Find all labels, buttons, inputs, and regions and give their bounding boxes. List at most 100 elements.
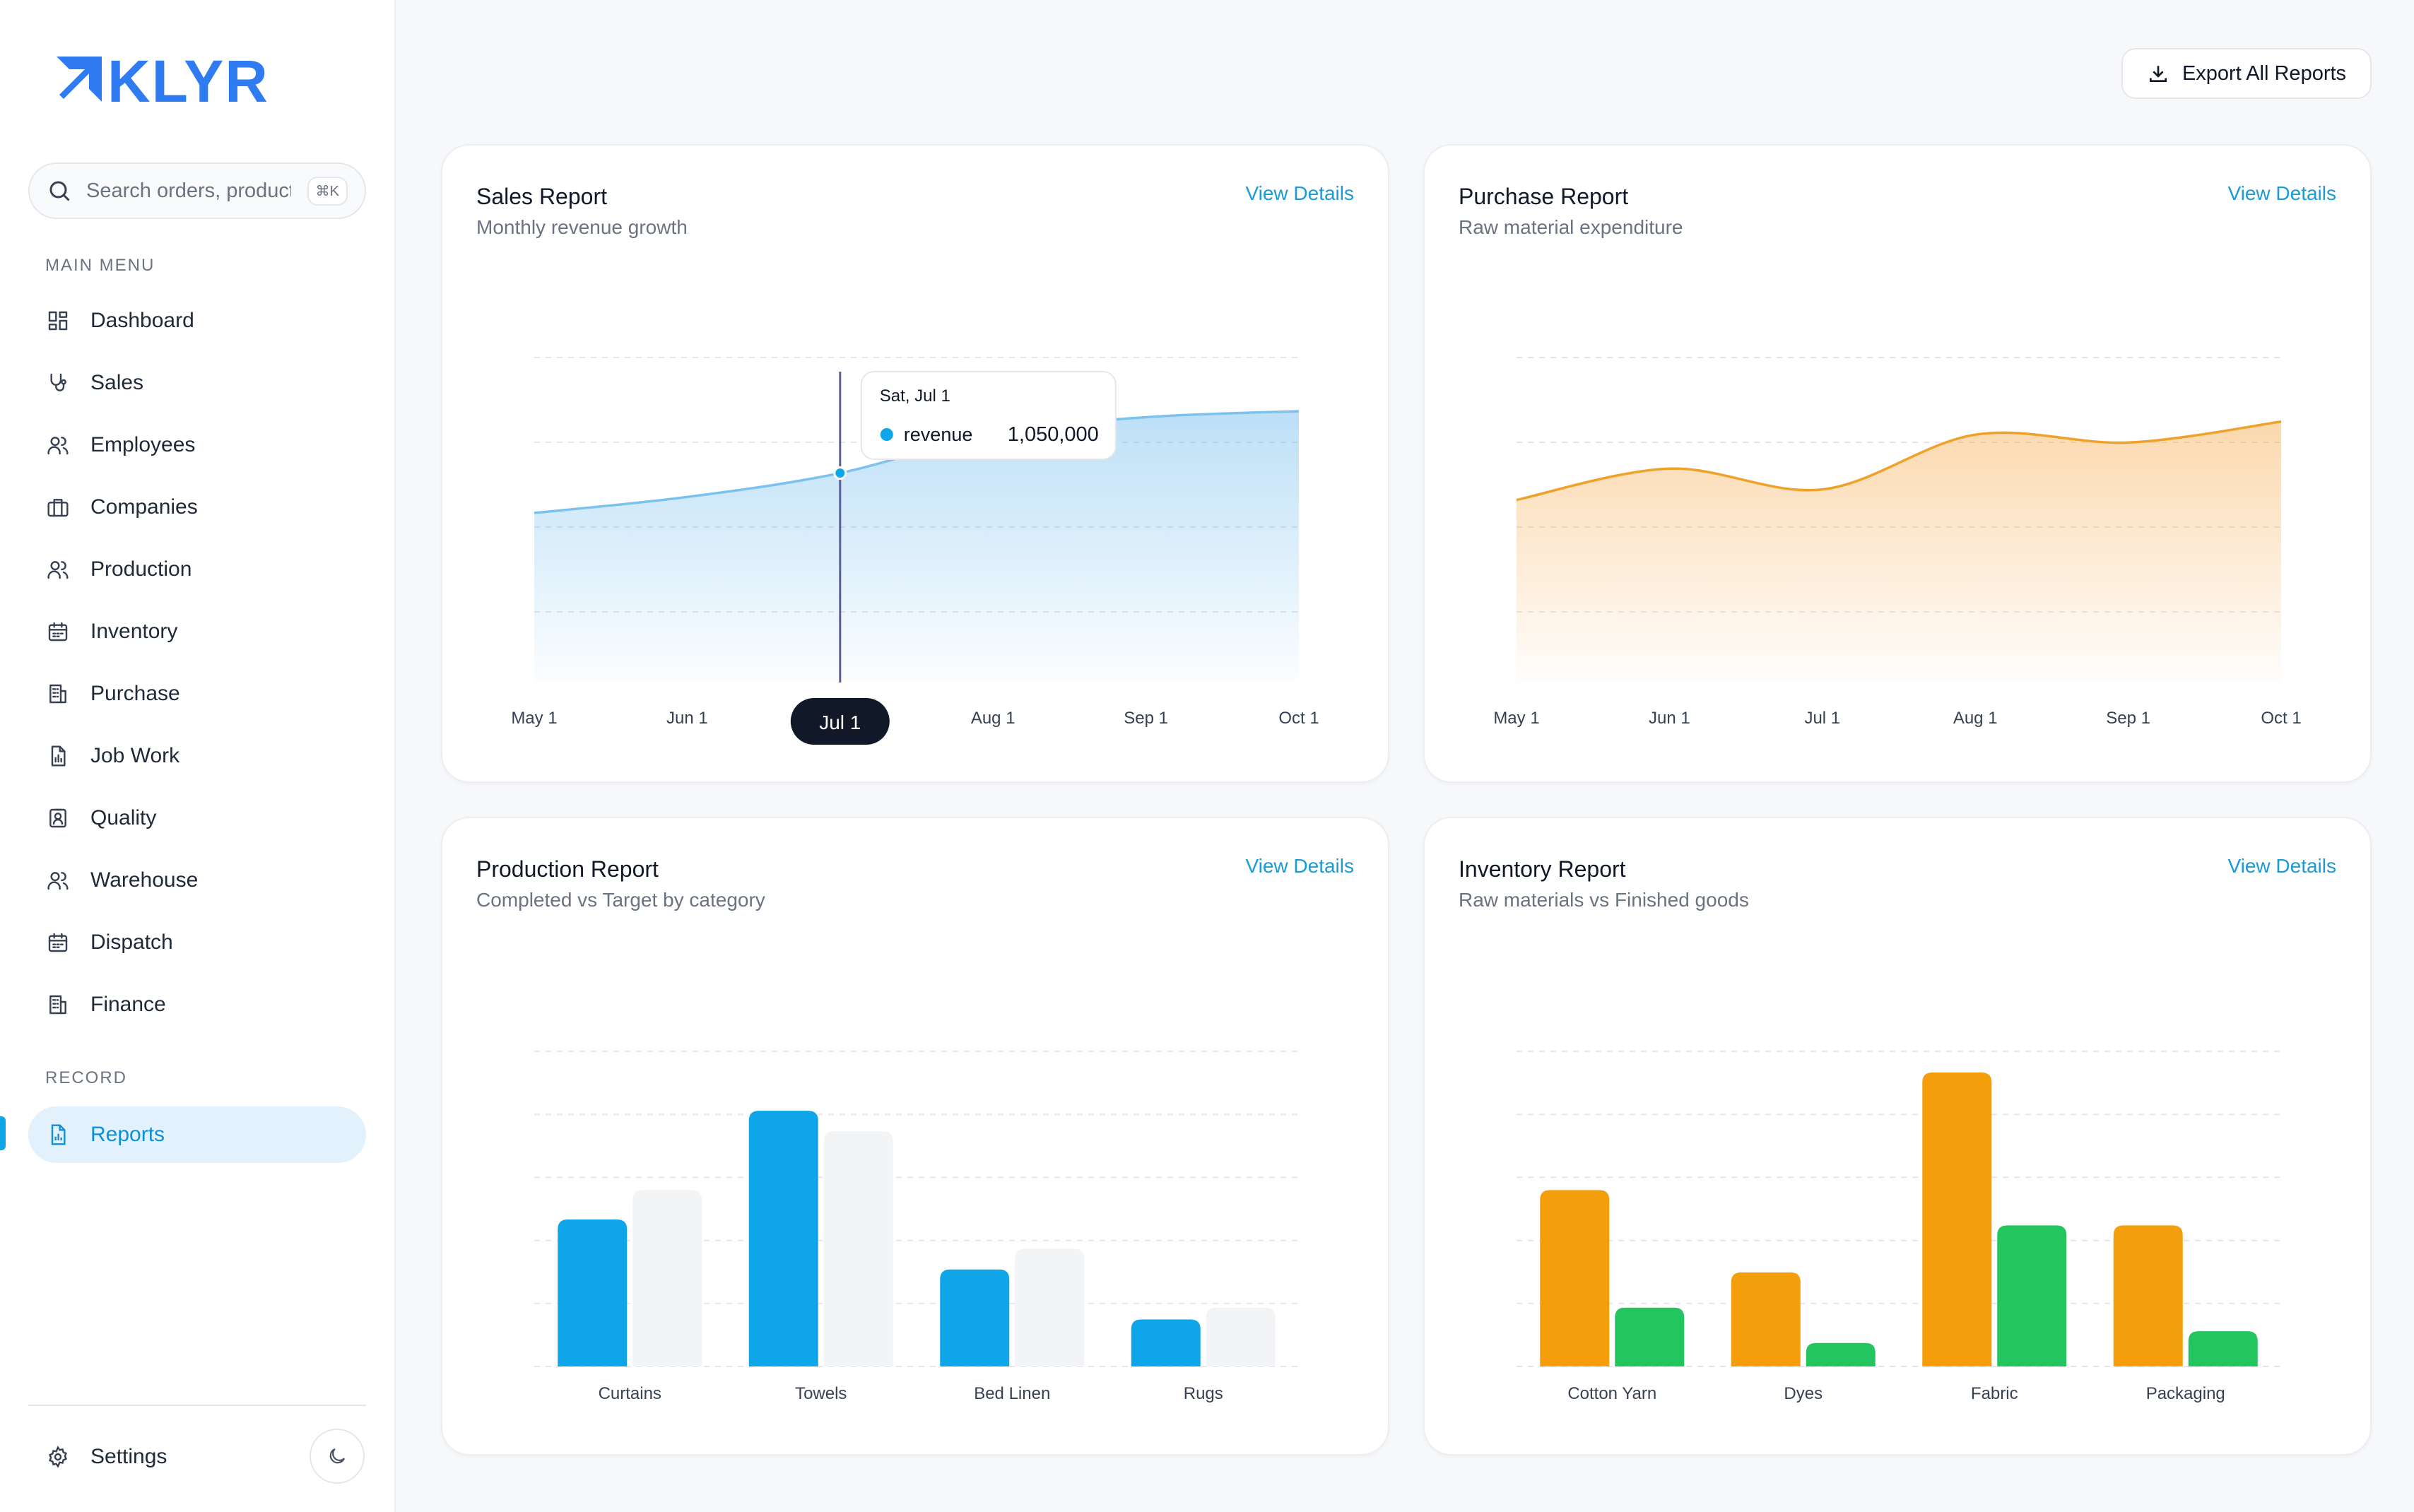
sidebar-item-warehouse[interactable]: Warehouse	[28, 852, 366, 909]
users-icon	[45, 557, 71, 582]
view-details-link[interactable]: View Details	[1245, 182, 1354, 204]
bar-primary	[2113, 1225, 2183, 1366]
building-icon	[45, 681, 71, 707]
bar-primary	[1131, 1319, 1201, 1366]
sales-chart[interactable]: May 1 Jun 1 Aug 1 Sep 1 Oct 1 Jul 1 Sat, Jul 1…	[442, 146, 1391, 784]
users-icon	[45, 868, 71, 893]
tooltip-date: Sat, Jul 1	[880, 386, 950, 406]
sidebar-item-inventory[interactable]: Inventory	[28, 603, 366, 660]
card-subtitle: Monthly revenue growth	[476, 216, 688, 238]
inventory-chart[interactable]: Cotton Yarn Dyes Fabric Packaging	[1425, 818, 2373, 1457]
bar-primary	[1731, 1272, 1801, 1366]
tooltip-value: 1,050,000	[1008, 423, 1099, 446]
active-tick-label: Jul 1	[819, 711, 861, 733]
badge-icon	[45, 805, 71, 831]
inventory-report-card: Inventory Report Raw materials vs Finish…	[1423, 817, 2372, 1455]
sidebar-item-sales[interactable]: Sales	[28, 355, 366, 411]
tick-label: Cotton Yarn	[1567, 1384, 1656, 1403]
sidebar-item-label: Warehouse	[90, 868, 199, 892]
sidebar-item-purchase[interactable]: Purchase	[28, 666, 366, 722]
area-fill	[534, 411, 1299, 683]
production-report-card: Production Report Completed vs Target by…	[441, 817, 1389, 1455]
sidebar-item-label: Purchase	[90, 682, 180, 705]
sidebar-item-label: Employees	[90, 433, 196, 456]
record-label: RECORD	[45, 1068, 128, 1087]
sidebar-item-label: Settings	[90, 1445, 167, 1468]
export-all-reports-button[interactable]: Export All Reports	[2121, 48, 2372, 99]
tick-label: Aug 1	[1953, 709, 1998, 728]
tick-label: Oct 1	[1278, 709, 1319, 728]
active-indicator	[0, 1116, 6, 1150]
calendar-icon	[45, 930, 71, 955]
bar-secondary	[1015, 1248, 1085, 1366]
sidebar-item-companies[interactable]: Companies	[28, 479, 366, 536]
tooltip-box	[860, 371, 1117, 460]
brand-name: KLYR	[107, 48, 269, 114]
tick-label: Jul 1	[1804, 709, 1840, 728]
bar-primary	[1922, 1073, 1992, 1366]
view-details-link[interactable]: View Details	[1245, 855, 1354, 877]
sidebar-item-label: Job Work	[90, 744, 180, 767]
tick-label: Fabric	[1971, 1384, 2018, 1403]
theme-toggle-button[interactable]	[310, 1429, 365, 1484]
sidebar-item-label: Dispatch	[90, 931, 173, 954]
tick-label: May 1	[1493, 709, 1539, 728]
active-tick-pill	[790, 698, 890, 745]
sidebar-item-label: Companies	[90, 495, 198, 519]
bar-secondary	[1206, 1307, 1276, 1366]
download-icon	[2149, 66, 2167, 82]
bar-secondary	[1615, 1307, 1685, 1366]
card-title: Sales Report	[476, 184, 607, 209]
card-title: Purchase Report	[1459, 184, 1629, 209]
sidebar-item-settings[interactable]: Settings	[28, 1429, 366, 1485]
sidebar-item-label: Quality	[90, 806, 157, 829]
calendar-icon	[45, 619, 71, 644]
sidebar-item-quality[interactable]: Quality	[28, 790, 366, 846]
production-chart[interactable]: Curtains Towels Bed Linen Rugs	[442, 818, 1391, 1457]
tick-label: Dyes	[1784, 1384, 1823, 1403]
tick-label: Jun 1	[1649, 709, 1690, 728]
purchase-chart[interactable]: May 1 Jun 1 Jul 1 Aug 1 Sep 1 Oct 1	[1425, 146, 2373, 784]
sidebar-item-dispatch[interactable]: Dispatch	[28, 914, 366, 971]
card-subtitle: Completed vs Target by category	[476, 889, 765, 911]
view-details-link[interactable]: View Details	[2227, 182, 2336, 204]
bar-secondary	[2188, 1331, 2258, 1366]
tick-label: Towels	[795, 1384, 847, 1403]
bar-primary	[940, 1269, 1010, 1366]
search-box[interactable]: ⌘K	[28, 163, 366, 219]
sales-report-card: Sales Report Monthly revenue growth View…	[441, 144, 1389, 783]
tick-label: Curtains	[599, 1384, 661, 1403]
search-input[interactable]	[86, 179, 291, 203]
sidebar-item-label: Reports	[90, 1123, 165, 1146]
tick-label: Aug 1	[971, 709, 1015, 728]
card-title: Inventory Report	[1459, 856, 1626, 882]
sidebar-item-label: Production	[90, 557, 192, 581]
dashboard-icon	[45, 308, 71, 333]
building-icon	[45, 992, 71, 1017]
tick-label: Bed Linen	[974, 1384, 1050, 1403]
gear-icon	[45, 1444, 71, 1470]
sidebar-item-reports[interactable]: Reports	[28, 1106, 366, 1163]
sidebar-item-dashboard[interactable]: Dashboard	[28, 293, 366, 349]
sidebar-item-production[interactable]: Production	[28, 541, 366, 598]
file-chart-icon	[45, 743, 71, 769]
purchase-report-card: Purchase Report Raw material expenditure…	[1423, 144, 2372, 783]
tick-label: Rugs	[1184, 1384, 1223, 1403]
search-icon	[49, 181, 70, 201]
bar-primary	[558, 1219, 628, 1366]
moon-icon	[329, 1448, 346, 1464]
card-subtitle: Raw material expenditure	[1459, 216, 1683, 238]
file-chart-icon	[45, 1122, 71, 1147]
shortcut-badge: ⌘K	[307, 176, 348, 206]
users-icon	[45, 432, 71, 458]
bar-primary	[1540, 1190, 1610, 1366]
tick-label: Oct 1	[2261, 709, 2301, 728]
view-details-link[interactable]: View Details	[2227, 855, 2336, 877]
brand-logo[interactable]: KLYR	[51, 52, 269, 111]
sidebar-item-finance[interactable]: Finance	[28, 976, 366, 1033]
sidebar-item-employees[interactable]: Employees	[28, 417, 366, 473]
sidebar-item-label: Dashboard	[90, 309, 194, 332]
sidebar-item-job-work[interactable]: Job Work	[28, 728, 366, 784]
tick-label: May 1	[511, 709, 557, 728]
card-subtitle: Raw materials vs Finished goods	[1459, 889, 1749, 911]
